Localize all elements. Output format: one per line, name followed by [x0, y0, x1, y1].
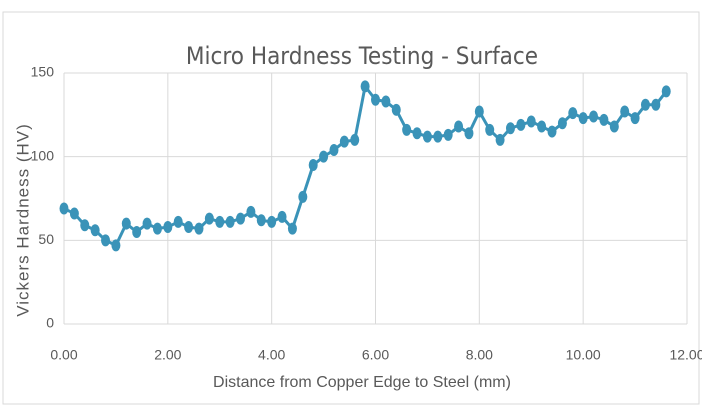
- data-point: [495, 133, 505, 146]
- data-point: [80, 219, 90, 232]
- x-tick-label: 10.00: [566, 347, 601, 363]
- data-point: [132, 225, 142, 238]
- data-point: [547, 125, 557, 138]
- x-tick-label: 0.00: [50, 347, 77, 363]
- data-point: [589, 110, 599, 123]
- x-tick-label: 2.00: [154, 347, 181, 363]
- data-point: [433, 130, 443, 143]
- data-point: [620, 105, 630, 118]
- data-point: [381, 95, 391, 108]
- data-point: [557, 117, 567, 130]
- data-point: [443, 128, 453, 141]
- data-point: [298, 190, 308, 203]
- data-point: [402, 123, 412, 136]
- chart-frame: [2, 11, 700, 405]
- data-point: [329, 143, 339, 156]
- data-point: [142, 217, 152, 230]
- data-point: [360, 80, 370, 93]
- data-point: [152, 222, 162, 235]
- data-point: [204, 212, 214, 225]
- data-point: [308, 159, 318, 172]
- x-axis-label: Distance from Copper Edge to Steel (mm): [213, 374, 511, 391]
- data-point: [371, 93, 380, 106]
- data-point: [59, 202, 69, 215]
- y-tick-label: 100: [31, 147, 55, 163]
- data-point: [350, 133, 360, 146]
- data-point: [339, 135, 349, 148]
- data-point: [640, 98, 650, 111]
- data-point: [464, 127, 474, 140]
- data-point: [454, 120, 464, 133]
- data-point: [215, 215, 225, 228]
- chart-title: Micro Hardness Testing - Surface: [186, 42, 538, 70]
- y-tick-label: 150: [31, 64, 55, 80]
- data-point: [184, 220, 194, 233]
- data-point: [422, 130, 432, 143]
- data-point: [578, 112, 588, 125]
- data-point: [609, 120, 619, 133]
- data-point: [277, 210, 287, 223]
- data-point: [485, 123, 495, 136]
- x-tick-label: 8.00: [466, 347, 493, 363]
- data-point: [101, 234, 111, 247]
- y-tick-label: 50: [38, 231, 54, 247]
- y-axis-label: Vickers Hardness (HV): [13, 123, 32, 317]
- data-point: [630, 112, 640, 125]
- data-point: [111, 239, 121, 252]
- data-point: [194, 222, 204, 235]
- data-point: [319, 150, 329, 163]
- x-tick-label: 6.00: [362, 347, 389, 363]
- data-point: [505, 122, 515, 135]
- data-point: [267, 215, 277, 228]
- data-point: [69, 207, 79, 220]
- data-point: [121, 217, 131, 230]
- x-tick-label: 4.00: [258, 347, 285, 363]
- data-point: [391, 103, 401, 116]
- data-point: [661, 85, 671, 98]
- data-point: [568, 107, 578, 120]
- data-point: [412, 127, 422, 140]
- data-point: [163, 220, 173, 233]
- data-point: [225, 215, 235, 228]
- data-point: [256, 214, 266, 227]
- x-tick-label: 12.00: [669, 347, 702, 363]
- data-point: [246, 205, 256, 218]
- data-point: [236, 212, 246, 225]
- data-point: [90, 224, 100, 237]
- y-tick-label: 0: [46, 315, 54, 331]
- data-point: [474, 105, 484, 118]
- data-point: [516, 118, 526, 131]
- data-point: [526, 115, 536, 128]
- data-point: [173, 215, 183, 228]
- data-point: [287, 222, 297, 235]
- data-point: [537, 120, 547, 133]
- data-point: [651, 98, 661, 111]
- data-point: [599, 113, 609, 126]
